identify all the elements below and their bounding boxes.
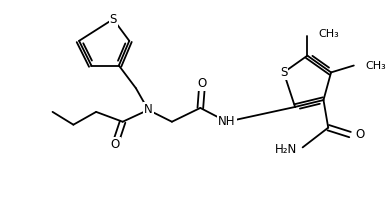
Text: CH₃: CH₃ [365,61,386,70]
Text: NH: NH [218,115,236,128]
Text: O: O [197,77,207,90]
Text: S: S [280,66,288,79]
Text: CH₃: CH₃ [319,29,340,39]
Text: S: S [109,13,117,26]
Text: O: O [111,138,120,151]
Text: N: N [144,103,152,116]
Text: O: O [356,128,365,141]
Text: H₂N: H₂N [275,143,297,156]
